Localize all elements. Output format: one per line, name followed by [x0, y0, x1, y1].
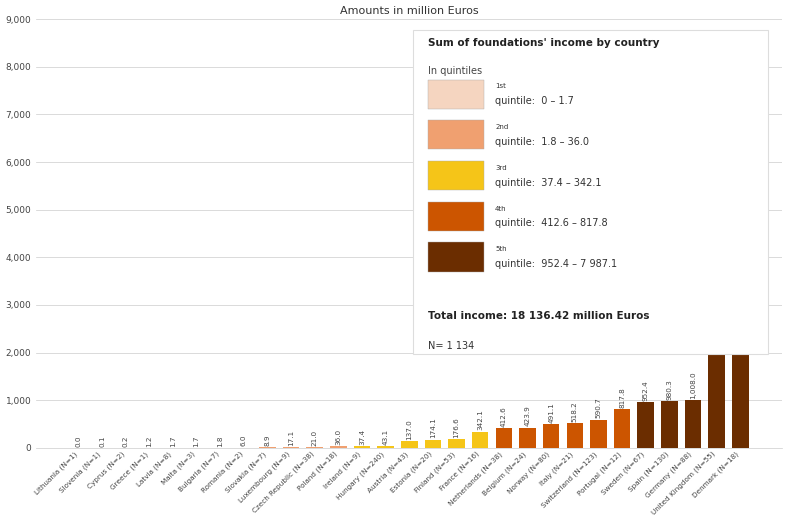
Bar: [567, 423, 583, 448]
Bar: [708, 307, 725, 448]
Text: 6.0: 6.0: [241, 435, 247, 446]
Text: 3rd: 3rd: [495, 165, 507, 171]
Text: 2,948.3: 2,948.3: [714, 279, 719, 306]
Text: 952.4: 952.4: [643, 381, 649, 401]
Bar: [732, 67, 749, 448]
Text: 5th: 5th: [495, 246, 507, 252]
Text: 1st: 1st: [495, 84, 506, 89]
Text: 590.7: 590.7: [596, 398, 601, 419]
Bar: [661, 401, 678, 448]
Text: quintile:  952.4 – 7 987.1: quintile: 952.4 – 7 987.1: [495, 259, 617, 269]
FancyBboxPatch shape: [428, 120, 484, 149]
Text: 1,008.0: 1,008.0: [690, 371, 696, 399]
Text: 0.2: 0.2: [123, 435, 128, 447]
Bar: [377, 446, 394, 448]
Bar: [283, 447, 299, 448]
Text: In quintiles: In quintiles: [428, 66, 482, 76]
FancyBboxPatch shape: [428, 242, 484, 271]
Bar: [472, 432, 489, 448]
Text: 1.7: 1.7: [194, 435, 199, 446]
Text: 0.1: 0.1: [99, 435, 105, 447]
Bar: [401, 441, 418, 448]
FancyBboxPatch shape: [413, 30, 768, 353]
Bar: [590, 420, 607, 448]
Text: Sum of foundations' income by country: Sum of foundations' income by country: [428, 39, 660, 49]
Text: 1.7: 1.7: [170, 435, 176, 446]
Text: 423.9: 423.9: [525, 406, 530, 426]
Bar: [637, 402, 654, 448]
Text: quintile:  0 – 1.7: quintile: 0 – 1.7: [495, 96, 574, 106]
Text: 137.0: 137.0: [407, 419, 412, 440]
Bar: [448, 440, 465, 448]
Text: 36.0: 36.0: [336, 429, 341, 445]
Bar: [543, 424, 559, 448]
Text: 21.0: 21.0: [312, 430, 318, 446]
Bar: [685, 400, 701, 448]
Bar: [614, 409, 630, 448]
Text: 43.1: 43.1: [383, 429, 388, 445]
FancyBboxPatch shape: [428, 201, 484, 231]
Text: quintile:  1.8 – 36.0: quintile: 1.8 – 36.0: [495, 137, 589, 147]
Bar: [354, 446, 370, 448]
Text: Total income: 18 136.42 million Euros: Total income: 18 136.42 million Euros: [428, 311, 649, 321]
Text: quintile:  37.4 – 342.1: quintile: 37.4 – 342.1: [495, 177, 601, 188]
Text: 342.1: 342.1: [478, 410, 483, 430]
FancyBboxPatch shape: [428, 161, 484, 190]
Bar: [425, 440, 441, 448]
Text: 980.3: 980.3: [667, 379, 672, 400]
Text: 817.8: 817.8: [619, 387, 625, 408]
Text: 7,987.1: 7,987.1: [738, 39, 743, 66]
Text: 1.8: 1.8: [217, 435, 223, 446]
Text: 4th: 4th: [495, 206, 507, 211]
Text: N= 1 134: N= 1 134: [428, 341, 474, 351]
Title: Amounts in million Euros: Amounts in million Euros: [340, 6, 478, 16]
Text: 1.2: 1.2: [147, 435, 152, 446]
Text: 2nd: 2nd: [495, 124, 508, 130]
Text: 412.6: 412.6: [501, 406, 507, 427]
Text: 518.2: 518.2: [572, 401, 578, 422]
FancyBboxPatch shape: [428, 79, 484, 109]
Text: 491.1: 491.1: [548, 402, 554, 423]
Text: 8.9: 8.9: [265, 435, 270, 446]
Bar: [519, 428, 536, 448]
Text: 174.1: 174.1: [430, 418, 436, 438]
Text: 37.4: 37.4: [359, 429, 365, 445]
Text: 17.1: 17.1: [288, 430, 294, 446]
Bar: [496, 428, 512, 448]
Text: 0.0: 0.0: [76, 435, 81, 447]
Bar: [330, 446, 347, 448]
Text: quintile:  412.6 – 817.8: quintile: 412.6 – 817.8: [495, 219, 608, 229]
Text: 176.6: 176.6: [454, 418, 459, 438]
Bar: [307, 447, 323, 448]
